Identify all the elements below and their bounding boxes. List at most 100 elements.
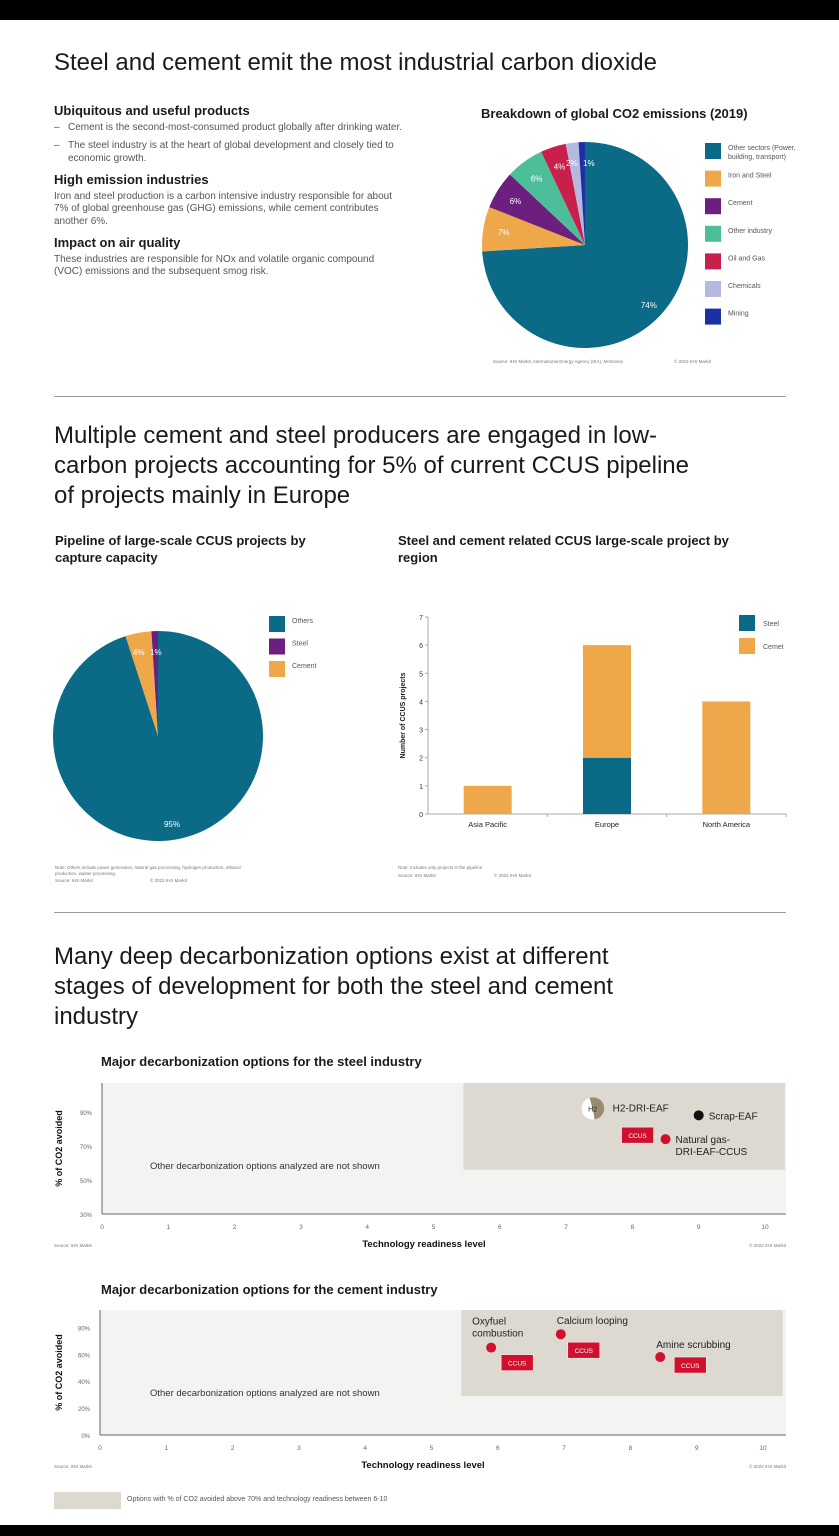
legend-swatch bbox=[739, 615, 755, 631]
x-tick-label: 0 bbox=[100, 1224, 104, 1231]
y-tick-label: 20% bbox=[78, 1407, 91, 1413]
pie-slice bbox=[125, 631, 158, 736]
bullet: The steel industry is at the heart of gl… bbox=[54, 140, 404, 165]
x-tick-label: 8 bbox=[629, 1445, 633, 1452]
data-point bbox=[555, 1329, 566, 1340]
x-tick-label: 10 bbox=[761, 1224, 769, 1231]
x-tick-label: 7 bbox=[562, 1445, 566, 1452]
x-tick-label: 1 bbox=[164, 1445, 168, 1452]
block-heading: Ubiquitous and useful products bbox=[54, 103, 250, 118]
highlight-legend-label: Options with % of CO2 avoided above 70% … bbox=[127, 1496, 388, 1503]
x-tick-label: 9 bbox=[695, 1445, 699, 1452]
bar-cemet bbox=[583, 645, 631, 758]
slice-label: 6% bbox=[531, 174, 543, 183]
y-axis-label: Number of CCUS projects bbox=[400, 672, 407, 758]
point-label: Natural gas- bbox=[676, 1135, 730, 1146]
pie-slice bbox=[482, 207, 585, 252]
point-label: Oxyfuel bbox=[472, 1317, 506, 1328]
x-tick-label: 5 bbox=[430, 1445, 434, 1452]
legend-label: Steel bbox=[292, 641, 308, 648]
bottom-black-bar bbox=[0, 1525, 839, 1536]
point-label: Calcium looping bbox=[557, 1316, 628, 1327]
slice-label: 6% bbox=[510, 197, 522, 206]
x-tick-label: 6 bbox=[498, 1224, 502, 1231]
plot-annotation: Other decarbonization options analyzed a… bbox=[150, 1161, 380, 1172]
y-tick-label: 6 bbox=[419, 643, 423, 650]
pie-slice bbox=[482, 142, 688, 349]
bar-cemet bbox=[463, 785, 512, 814]
x-tick-label: Asia Pacific bbox=[468, 820, 507, 829]
x-tick-label: 3 bbox=[299, 1224, 303, 1231]
x-tick-label: 0 bbox=[98, 1445, 102, 1452]
pie-slice bbox=[509, 151, 585, 245]
y-tick-label: 60% bbox=[78, 1353, 91, 1359]
chart-source: Source: IHS Markit bbox=[398, 873, 437, 878]
slice-label: 95% bbox=[164, 820, 180, 829]
chart-copyright: © 2022 IHS Markit bbox=[749, 1242, 787, 1248]
legend-swatch bbox=[269, 638, 285, 655]
data-point bbox=[693, 1110, 704, 1121]
h2-marker-icon bbox=[589, 1097, 605, 1120]
data-point bbox=[660, 1134, 671, 1145]
chart-source: Source: IHS Markit bbox=[55, 878, 94, 883]
x-tick-label: 10 bbox=[759, 1445, 767, 1452]
bullet: Cement is the second-most-consumed produ… bbox=[54, 122, 404, 135]
point-label: combustion bbox=[472, 1329, 523, 1340]
point-label: Scrap-EAF bbox=[709, 1111, 758, 1122]
legend-label: Chemicals bbox=[728, 283, 761, 290]
legend-swatch bbox=[705, 253, 721, 270]
pie-slice bbox=[489, 174, 585, 245]
legend-swatch bbox=[739, 638, 755, 654]
bar-title: Steel and cement related CCUS large-scal… bbox=[398, 533, 729, 565]
chart-copyright: © 2022 IHS Markit bbox=[749, 1463, 787, 1469]
x-tick-label: 3 bbox=[297, 1445, 301, 1452]
pie-slice bbox=[565, 142, 585, 245]
chart-note: Note: Includes only projects in the pipe… bbox=[398, 865, 483, 870]
block-emissions: High emission industries Iron and steel … bbox=[54, 173, 404, 228]
slice-label: 7% bbox=[498, 228, 510, 237]
x-tick-label: 6 bbox=[496, 1445, 500, 1452]
legend-label: Cemet bbox=[763, 644, 784, 651]
y-tick-label: 40% bbox=[78, 1380, 91, 1386]
legend-label: Oil and Gas bbox=[728, 255, 765, 262]
bar-steel bbox=[583, 757, 631, 814]
chart-copyright: © 2022 IHS Markit bbox=[674, 358, 712, 364]
y-tick-label: 2 bbox=[419, 756, 423, 763]
y-tick-label: 1 bbox=[419, 784, 423, 791]
highlight-legend-swatch bbox=[54, 1492, 121, 1509]
y-tick-label: 0 bbox=[419, 812, 423, 819]
legend-label: Cement bbox=[728, 200, 753, 207]
ccus-tag-label: CCUS bbox=[508, 1361, 527, 1368]
y-tick-label: 3 bbox=[419, 728, 423, 735]
y-tick-label: 70% bbox=[80, 1145, 93, 1151]
x-tick-label: 1 bbox=[166, 1224, 170, 1231]
legend-label: Other sectors (Power, building, transport… bbox=[728, 145, 796, 161]
ccus-tag-label: CCUS bbox=[681, 1363, 700, 1370]
slice-label: 1% bbox=[150, 648, 162, 657]
block-products: Ubiquitous and useful products Cement is… bbox=[54, 103, 404, 165]
y-tick-label: 50% bbox=[80, 1179, 93, 1185]
chart-source: Source: IHS Markit bbox=[54, 1243, 93, 1248]
legend-swatch bbox=[705, 308, 721, 325]
legend-swatch bbox=[269, 616, 285, 632]
slice-label: 4% bbox=[554, 163, 566, 172]
legend-swatch bbox=[705, 225, 721, 242]
y-tick-label: 80% bbox=[78, 1326, 91, 1332]
ccus-tag bbox=[621, 1126, 654, 1144]
h2-marker-label: H2 bbox=[588, 1107, 597, 1114]
block-air-quality: Impact on air quality These industries a… bbox=[54, 236, 404, 279]
x-tick-label: 5 bbox=[432, 1224, 436, 1231]
section1-title: Steel and cement emit the most industria… bbox=[54, 49, 657, 76]
chart-source: Source: IHS Markit, International Energy… bbox=[493, 359, 624, 364]
highlight-region bbox=[463, 1083, 785, 1170]
y-tick-label: 7 bbox=[419, 615, 423, 622]
data-point bbox=[655, 1352, 666, 1363]
steel-chart-title: Major decarbonization options for the st… bbox=[101, 1054, 422, 1069]
x-tick-label: 9 bbox=[697, 1224, 701, 1231]
chart-copyright: © 2022 IHS Markit bbox=[494, 872, 532, 878]
x-tick-label: 4 bbox=[365, 1224, 369, 1231]
block-text: These industries are responsible for NOx… bbox=[54, 253, 375, 278]
pie-slice bbox=[541, 143, 585, 245]
x-tick-label: 7 bbox=[564, 1224, 568, 1231]
